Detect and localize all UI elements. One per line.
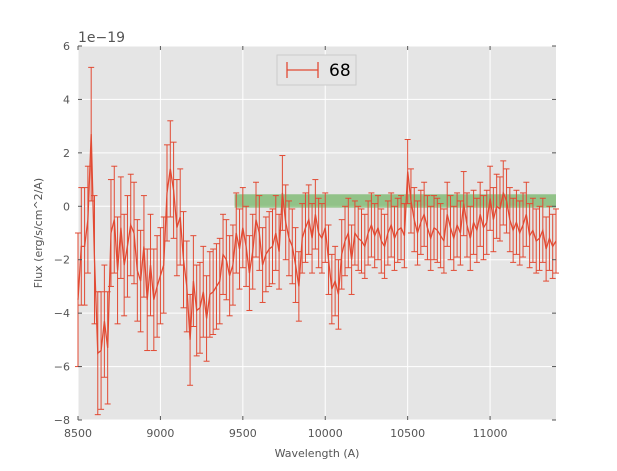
y-tick-label: 2: [63, 147, 70, 160]
x-tick-label: 11000: [473, 427, 508, 440]
y-tick-label: −8: [54, 414, 70, 427]
y-axis-label: Flux (erg/s/cm^2/A): [32, 178, 45, 288]
x-axis-label: Wavelength (A): [275, 447, 360, 460]
grid: [77, 45, 556, 421]
x-tick-label: 10000: [308, 427, 343, 440]
y-tick-label: 6: [63, 40, 70, 53]
y-tick-label: 4: [63, 93, 70, 106]
x-tick-label: 9500: [229, 427, 257, 440]
legend: 68: [276, 54, 357, 86]
series-line: [77, 134, 557, 355]
y-tick-labels: −8 −6 −4 −2 0 2 4 6: [54, 40, 70, 427]
x-tick-labels: 8500 9000 9500 10000 10500 11000: [64, 427, 508, 440]
legend-marker-icon: [286, 62, 319, 78]
x-tick-label: 10500: [390, 427, 425, 440]
legend-entry-label: 68: [329, 61, 351, 81]
x-tick-label: 8500: [64, 427, 92, 440]
plot-background: [78, 46, 556, 420]
y-tick-label: −6: [54, 361, 70, 374]
y-tick-label: −4: [54, 307, 70, 320]
y-offset-text: 1e−19: [78, 30, 125, 46]
y-tick-label: −2: [54, 254, 70, 267]
y-tick-label: 0: [63, 200, 70, 213]
x-tick-label: 9000: [146, 427, 174, 440]
axis-ticks: [77, 45, 556, 421]
